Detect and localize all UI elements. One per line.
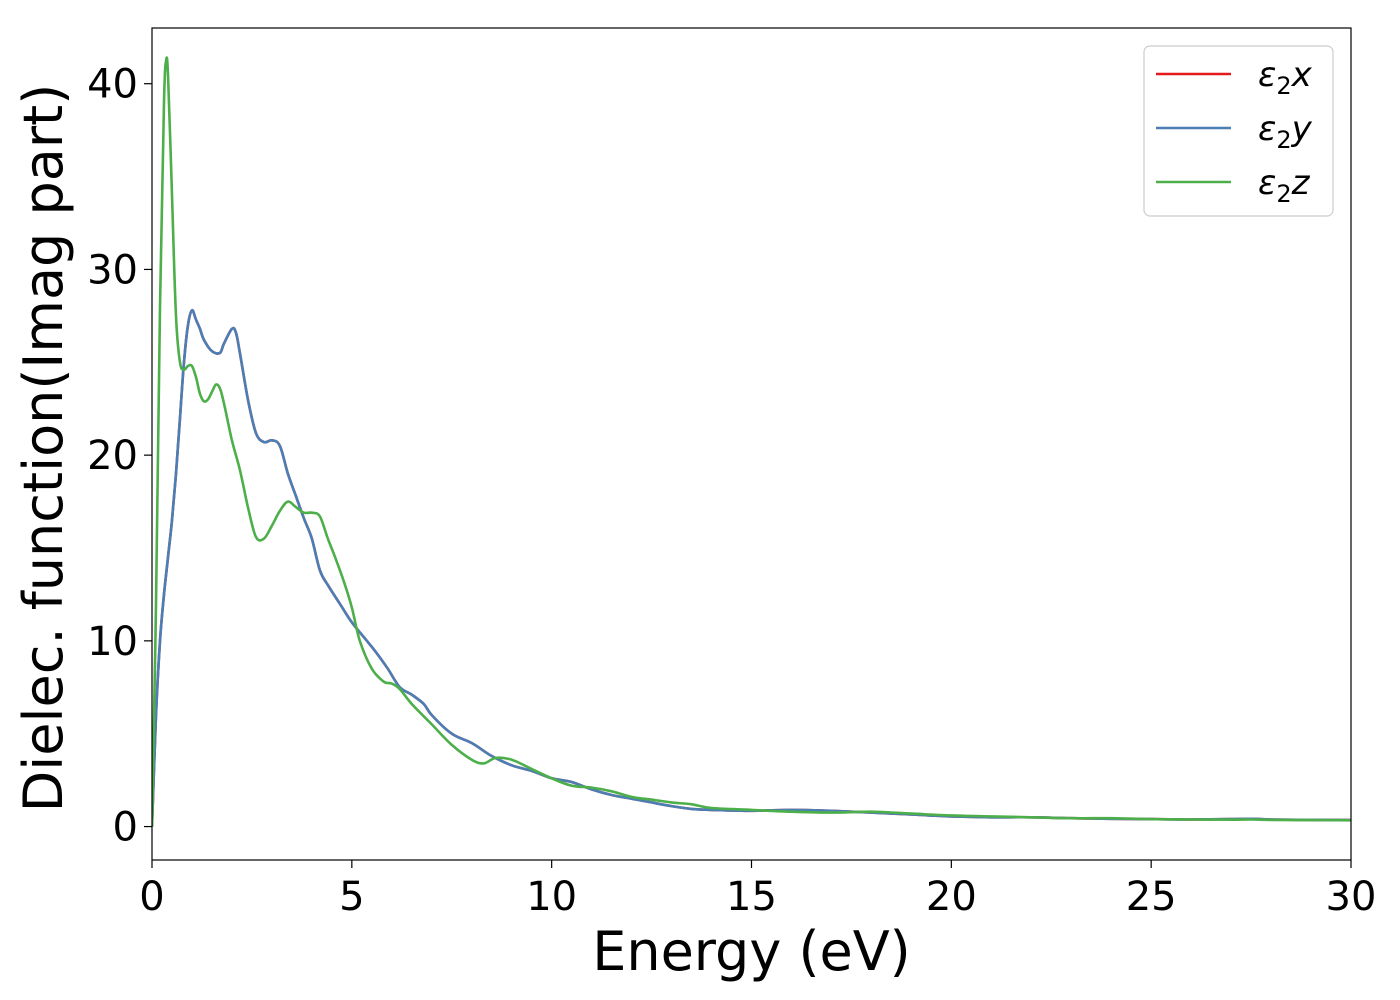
y-tick-label: 30 — [87, 247, 138, 293]
legend-label-y: ε2y — [1258, 109, 1313, 154]
series-layer — [152, 56, 1351, 827]
x-tick-label: 30 — [1326, 874, 1377, 920]
y-axis-ticks: 0 10 20 30 40 — [87, 62, 152, 851]
y-tick-label: 10 — [87, 619, 138, 665]
y-tick-label: 0 — [113, 805, 138, 851]
x-axis-label: Energy (eV) — [592, 920, 911, 983]
x-tick-label: 25 — [1126, 874, 1177, 920]
x-tick-label: 5 — [339, 874, 364, 920]
legend-label-z: ε2z — [1258, 163, 1311, 208]
x-tick-label: 0 — [139, 874, 164, 920]
legend-label-x: ε2x — [1258, 55, 1313, 100]
x-tick-label: 20 — [926, 874, 977, 920]
legend-box — [1143, 45, 1334, 217]
x-tick-label: 15 — [726, 874, 777, 920]
x-axis-ticks: 0 5 10 15 20 25 30 — [139, 860, 1376, 920]
y-tick-label: 20 — [87, 433, 138, 479]
legend: ε2x ε2y ε2z — [1143, 45, 1334, 217]
series-line-z — [152, 56, 1351, 827]
y-axis-label: Dielec. function(Imag part) — [12, 84, 75, 813]
x-tick-label: 10 — [526, 874, 577, 920]
y-tick-label: 40 — [87, 62, 138, 108]
